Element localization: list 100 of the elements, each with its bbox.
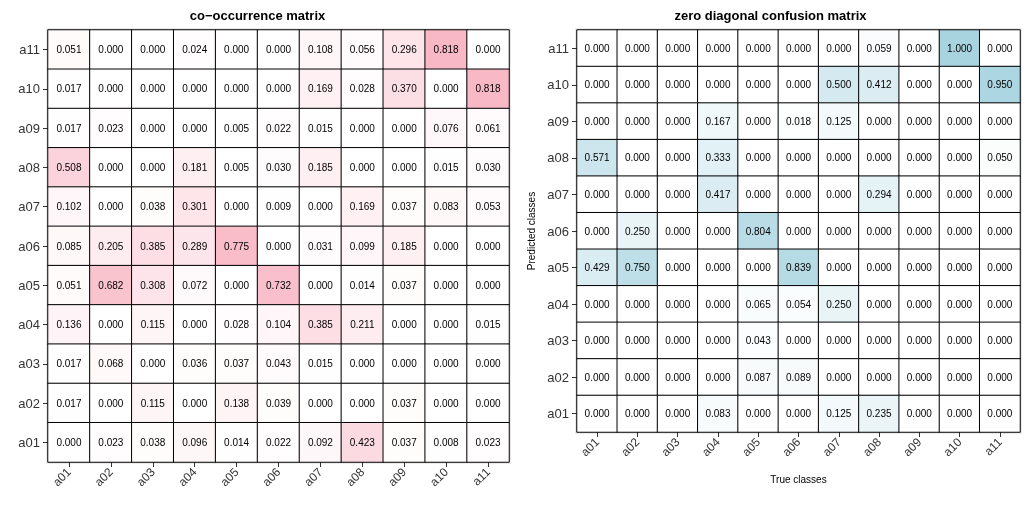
data-label: 0.775 [224, 240, 250, 252]
data-label: 0.000 [98, 83, 124, 95]
y-tick-label: a04 [547, 296, 569, 312]
data-label: 0.000 [947, 115, 973, 127]
x-tick-label: a01 [578, 434, 603, 460]
data-label: 0.167 [705, 115, 731, 127]
data-label: 0.000 [182, 397, 208, 409]
data-label: 0.000 [584, 371, 611, 383]
data-label: 0.211 [350, 319, 375, 331]
data-label: 0.000 [391, 319, 418, 331]
data-label: 0.037 [391, 279, 418, 291]
data-label: 0.804 [745, 225, 772, 237]
data-label: 0.000 [624, 188, 651, 200]
data-label: 0.000 [785, 79, 812, 91]
data-label: 0.000 [947, 152, 973, 164]
x-tick-label: a10 [940, 434, 965, 460]
data-label: 0.000 [906, 371, 933, 383]
data-label: 0.000 [785, 188, 812, 200]
data-label: 0.000 [705, 298, 731, 310]
data-label: 0.014 [349, 279, 376, 291]
data-label: 0.000 [584, 335, 611, 347]
data-label: 0.008 [433, 436, 460, 448]
x-tick-label: a02 [91, 464, 117, 490]
y-tick-label: a02 [547, 369, 569, 385]
data-label: 0.000 [584, 298, 611, 310]
data-label: 0.308 [140, 279, 166, 291]
data-label: 0.000 [866, 152, 892, 164]
data-label: 0.000 [705, 225, 731, 237]
data-label: 0.083 [433, 201, 460, 213]
data-label: 0.000 [987, 188, 1013, 200]
data-label: 0.022 [265, 122, 292, 134]
data-label: 0.000 [866, 115, 892, 127]
y-tick-label: a06 [547, 223, 569, 239]
data-label: 0.000 [987, 298, 1013, 310]
data-label: 0.235 [866, 408, 892, 420]
data-label: 0.015 [307, 358, 334, 370]
data-label: 0.085 [56, 240, 82, 252]
data-label: 0.000 [785, 152, 812, 164]
data-label: 0.000 [665, 152, 691, 164]
data-label: 0.000 [665, 408, 691, 420]
data-label: 0.000 [265, 44, 292, 56]
data-label: 0.000 [224, 279, 250, 291]
data-label: 0.818 [433, 44, 460, 56]
data-label: 0.000 [906, 115, 933, 127]
data-label: 0.333 [705, 152, 731, 164]
data-label: 0.000 [475, 44, 501, 56]
data-label: 0.000 [785, 42, 812, 54]
data-label: 0.017 [56, 397, 82, 409]
data-label: 0.083 [705, 408, 731, 420]
data-label: 0.000 [182, 319, 208, 331]
y-tick-label: a09 [547, 113, 569, 129]
data-label: 0.023 [475, 436, 501, 448]
data-label: 0.000 [987, 42, 1013, 54]
data-label: 0.423 [349, 436, 376, 448]
data-label: 0.054 [785, 298, 812, 310]
data-label: 0.000 [475, 279, 501, 291]
y-tick-label: a11 [548, 40, 569, 56]
y-tick-label: a08 [18, 159, 40, 175]
data-label: 0.037 [391, 436, 418, 448]
data-label: 0.000 [391, 358, 418, 370]
y-tick-label: a10 [18, 81, 40, 97]
data-label: 0.000 [745, 115, 772, 127]
x-tick-label: a04 [698, 434, 724, 460]
data-label: 0.056 [349, 44, 376, 56]
data-label: 0.125 [826, 115, 852, 127]
data-label: 0.038 [140, 436, 166, 448]
data-label: 0.000 [987, 115, 1013, 127]
data-label: 0.000 [98, 397, 124, 409]
data-label: 0.000 [826, 188, 852, 200]
data-label: 0.000 [906, 408, 933, 420]
data-label: 0.000 [826, 371, 852, 383]
x-tick-label: a05 [217, 464, 242, 490]
data-label: 0.205 [98, 240, 124, 252]
data-label: 0.099 [349, 240, 376, 252]
data-label: 0.301 [182, 201, 208, 213]
data-label: 0.000 [307, 397, 334, 409]
data-label: 0.036 [182, 358, 208, 370]
data-label: 0.125 [826, 408, 852, 420]
data-label: 0.000 [947, 79, 973, 91]
data-label: 0.000 [705, 371, 731, 383]
data-label: 0.000 [624, 298, 651, 310]
data-label: 0.138 [224, 397, 250, 409]
data-label: 0.000 [433, 358, 460, 370]
data-label: 0.030 [475, 161, 501, 173]
data-label: 0.115 [140, 319, 166, 331]
data-label: 0.000 [584, 225, 611, 237]
data-label: 0.000 [906, 188, 933, 200]
data-label: 0.065 [745, 298, 772, 310]
y-tick-label: a03 [547, 333, 569, 349]
data-label: 0.000 [624, 42, 651, 54]
data-label: 0.115 [140, 397, 166, 409]
data-label: 0.385 [307, 319, 334, 331]
data-label: 0.000 [433, 83, 460, 95]
data-label: 0.000 [433, 240, 460, 252]
data-label: 0.000 [866, 335, 892, 347]
y-tick-label: a05 [18, 277, 40, 293]
data-label: 0.000 [665, 262, 691, 274]
data-label: 0.039 [265, 397, 292, 409]
data-label: 0.000 [140, 161, 166, 173]
x-tick-label: a09 [385, 464, 410, 490]
